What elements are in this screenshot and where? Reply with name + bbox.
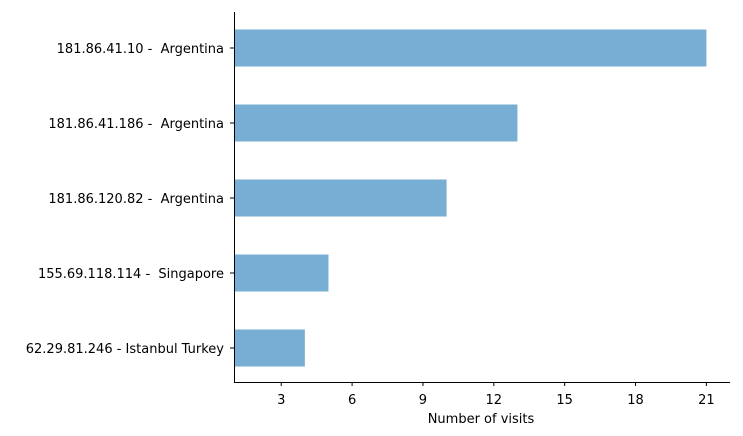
bar-62-29-81-246-istanbul-turkey xyxy=(234,329,305,367)
bar-181-86-41-10-argentina xyxy=(234,29,707,67)
y-tick-label: 181.86.41.186 - Argentina xyxy=(48,117,224,132)
y-tick-label: 181.86.41.10 - Argentina xyxy=(57,42,224,57)
x-tick-label: 21 xyxy=(698,393,715,408)
x-tick-label: 3 xyxy=(277,393,285,408)
bars-layer xyxy=(234,29,707,367)
x-tick-label: 6 xyxy=(348,393,356,408)
y-tick-label: 155.69.118.114 - Singapore xyxy=(38,267,224,282)
ticks-layer: 181.86.41.10 - Argentina 181.86.41.186 - … xyxy=(26,42,715,408)
x-tick-label: 15 xyxy=(556,393,573,408)
x-tick-label: 12 xyxy=(486,393,503,408)
bar-181-86-41-186-argentina xyxy=(234,104,518,142)
bar-181-86-120-82-argentina xyxy=(234,179,447,217)
bar-155-69-118-114-singapore xyxy=(234,254,329,292)
x-tick-label: 9 xyxy=(419,393,427,408)
y-tick-label: 62.29.81.246 - Istanbul Turkey xyxy=(26,342,225,357)
axes-layer xyxy=(234,12,730,383)
x-axis-title: Number of visits xyxy=(428,412,535,427)
x-tick-label: 18 xyxy=(627,393,644,408)
y-tick-label: 181.86.120.82 - Argentina xyxy=(48,192,224,207)
